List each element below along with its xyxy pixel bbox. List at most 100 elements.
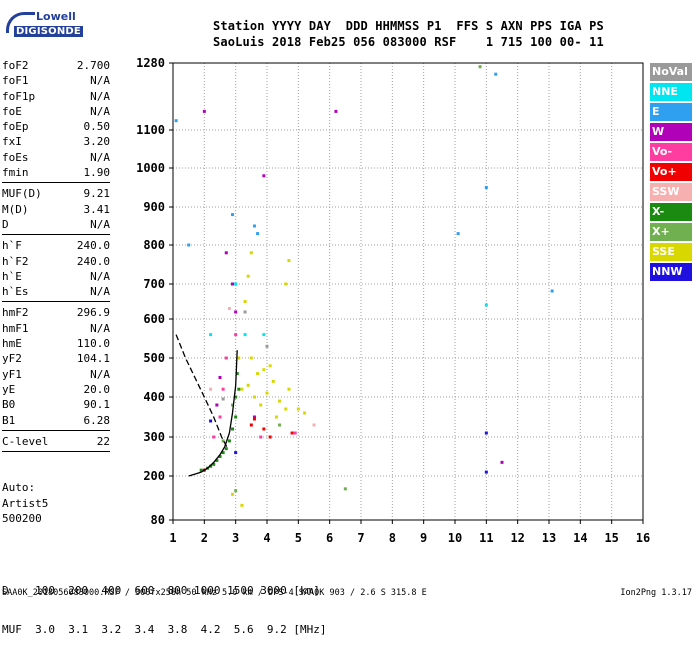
data-point [343,487,347,491]
param-row: yF1 N/A [2,367,110,382]
data-point [334,109,338,113]
footer-version: Ion2Png 1.3.17 [620,588,692,598]
param-value: 110.0 [76,337,110,351]
data-point [484,303,488,307]
x-tick-label: 5 [295,531,302,545]
param-name: M(D) [2,202,29,216]
data-point [252,417,256,421]
data-point [212,435,216,439]
auto-scaling-info: Auto: Artist5 500200 [2,480,48,527]
data-point [240,503,244,507]
y-tick-label: 1280 [136,56,165,70]
param-value: 20.0 [83,382,111,396]
data-point [252,395,256,399]
param-value: N/A [90,104,110,118]
data-point [231,213,235,217]
x-tick-label: 1 [169,531,176,545]
y-tick-label: 80 [151,513,165,527]
data-point [265,391,269,395]
legend-item: W [650,123,692,142]
auto-artist: Artist5 [2,496,49,510]
param-value: 6.28 [83,413,111,427]
y-tick-label: 600 [143,312,165,326]
y-tick-label: 900 [143,200,165,214]
data-point [237,387,241,391]
footer-info: SAA0K_2018056083000.RSF / 300fx256h 50 k… [2,588,427,598]
param-name: h`E [2,269,22,283]
param-name: hmF1 [2,321,29,335]
param-separator [2,182,110,184]
legend-item: SSW [650,183,692,202]
param-separator [2,301,110,303]
data-point [231,282,235,286]
data-point [231,427,235,431]
param-value: 240.0 [76,254,110,268]
param-row: hmF2 296.9 [2,305,110,320]
data-point [278,423,282,427]
param-value: N/A [90,269,110,283]
data-point [249,356,253,360]
param-value: 90.1 [83,398,111,412]
data-point [246,383,250,387]
y-tick-label: 300 [143,430,165,444]
data-point [268,364,272,368]
y-tick-label: 200 [143,469,165,483]
param-value: 3.41 [83,202,111,216]
data-point [249,251,253,255]
data-point [293,431,297,435]
param-value: N/A [90,74,110,88]
data-point [478,65,482,69]
legend-item: E [650,103,692,122]
param-value: 240.0 [76,239,110,253]
data-point [218,376,222,379]
param-name: B0 [2,398,16,412]
param-value: 104.1 [76,352,110,366]
x-tick-label: 12 [510,531,524,545]
data-point [271,379,275,383]
x-tick-label: 9 [420,531,427,545]
plot-frame [172,62,644,521]
param-row: foE N/A [2,104,110,119]
data-point [234,333,238,337]
param-name: foF1 [2,74,29,88]
param-value: N/A [90,89,110,103]
param-row: hmE 110.0 [2,336,110,351]
data-point [500,460,504,464]
y-tick-label: 400 [143,390,165,404]
data-point [243,333,247,337]
param-name: foE [2,104,22,118]
data-point [221,451,225,455]
x-tick-label: 4 [263,531,270,545]
data-point [284,407,288,411]
legend-item: X+ [650,223,692,242]
parameter-panel: foF2 2.700 foF1 N/A foF1p N/A foE N/A foEp 0.50 fx… [2,58,110,455]
data-point [235,372,239,376]
y-tick-label: 1000 [136,161,165,175]
data-point [256,232,260,236]
x-tick-label: 13 [542,531,556,545]
param-name: h`F [2,239,22,253]
param-separator [2,451,110,453]
data-point [224,447,228,451]
direction-legend: NoVal NNE E W Vo- Vo+ SSW X- X+ SSE NNW [650,63,692,284]
data-point [199,468,203,472]
param-row: foEs N/A [2,150,110,165]
param-name: D [2,217,9,231]
param-row: foF1 N/A [2,73,110,88]
param-row: MUF(D) 9.21 [2,186,110,201]
data-point [231,492,235,496]
data-point [209,387,213,391]
data-point [249,423,253,427]
param-name: h`F2 [2,254,29,268]
y-tick-label: 800 [143,238,165,252]
x-tick-label: 15 [604,531,618,545]
x-tick-label: 8 [389,531,396,545]
data-point [296,407,300,411]
param-row: foEp 0.50 [2,119,110,134]
x-tick-label: 2 [201,531,208,545]
data-point [202,109,206,113]
data-point [494,72,498,76]
data-point [268,435,272,439]
data-point [234,395,238,399]
param-value: 0.50 [83,120,111,134]
